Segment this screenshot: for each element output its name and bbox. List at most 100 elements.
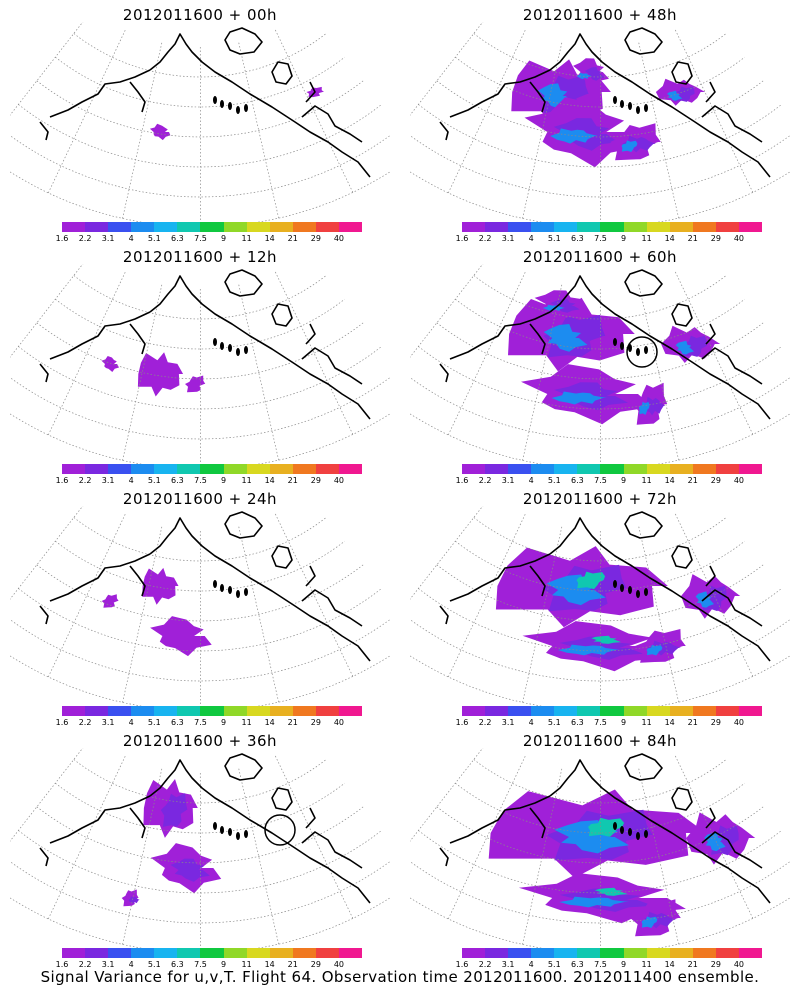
- latitude-line: [455, 56, 745, 108]
- polar-map: [410, 748, 790, 948]
- colorbar-swatch: [315, 948, 339, 958]
- island: [220, 342, 224, 350]
- colorbar-tick-label: 14: [264, 718, 275, 727]
- coastline-segment: [129, 81, 146, 113]
- colorbar-tick-label: 21: [687, 476, 698, 485]
- colorbar: [62, 464, 363, 474]
- colorbar-tick-label: 11: [641, 234, 652, 243]
- colorbar-swatch: [462, 948, 486, 958]
- panel-title: 2012011600 + 00h: [122, 6, 278, 24]
- latitude-line: [410, 897, 790, 948]
- colorbar-swatch: [223, 464, 247, 474]
- coastline-segment: [301, 105, 363, 143]
- colorbar: [462, 706, 763, 716]
- colorbar-swatch: [646, 706, 670, 716]
- variance-region: [170, 858, 210, 882]
- coastline: [39, 753, 371, 904]
- colorbar-swatch: [485, 464, 509, 474]
- coastline: [39, 27, 371, 178]
- island: [228, 586, 232, 594]
- colorbar-swatch: [246, 464, 270, 474]
- coastline-segment: [624, 269, 663, 297]
- coastline-segment: [305, 807, 316, 829]
- coastline-segment: [439, 121, 449, 141]
- colorbar-tick-label: 4: [528, 234, 534, 243]
- colorbar-swatch: [338, 464, 363, 474]
- colorbar-tick-label: 1.6: [55, 718, 69, 727]
- latitude-line: [18, 104, 382, 168]
- polar-map: [10, 506, 390, 706]
- latitude-line: [18, 830, 382, 894]
- longitude-line: [410, 748, 484, 842]
- colorbar-tick-label: 5.1: [147, 476, 161, 485]
- colorbar-swatch: [462, 222, 486, 232]
- colorbar: [462, 222, 763, 232]
- colorbar-tick-label: 4: [128, 234, 134, 243]
- colorbar-swatch: [131, 464, 155, 474]
- colorbar-tick-label: 29: [310, 718, 321, 727]
- variance-region: [550, 128, 598, 144]
- colorbar-tick-label: 7.5: [194, 718, 207, 727]
- colorbar-swatch: [669, 706, 693, 716]
- coastline-segment: [624, 511, 663, 539]
- island: [628, 828, 632, 836]
- colorbar-swatch: [669, 948, 693, 958]
- island: [244, 346, 248, 354]
- coastline-segment: [305, 323, 316, 345]
- latitude-line: [55, 56, 345, 108]
- coastline-segment: [129, 807, 146, 839]
- colorbar-tick-label: 5.1: [147, 718, 161, 727]
- colorbar: [62, 706, 363, 716]
- coastline-segment: [39, 847, 49, 867]
- coastline-segment: [149, 517, 371, 662]
- island: [244, 830, 248, 838]
- variance-region: [543, 324, 588, 352]
- colorbar-tick-label: 40: [733, 234, 745, 243]
- colorbar-tick-label: 5.1: [547, 960, 561, 969]
- island: [613, 822, 617, 830]
- colorbar-swatch: [600, 222, 624, 232]
- island: [220, 826, 224, 834]
- coastline-segment: [671, 303, 693, 327]
- colorbar-tick-label: 29: [710, 718, 721, 727]
- colorbar-tick-label: 2.2: [478, 476, 492, 485]
- longitude-line: [10, 506, 84, 600]
- latitude-line: [10, 171, 390, 222]
- colorbar-swatch: [577, 222, 601, 232]
- colorbar-tick-label: 21: [287, 960, 298, 969]
- colorbar-tick-label: 6.3: [571, 476, 584, 485]
- latitude-line: [18, 588, 382, 652]
- graticule: [10, 264, 390, 464]
- coastline-segment: [449, 795, 551, 844]
- panel-title: 2012011600 + 36h: [122, 732, 278, 750]
- coastline-segment: [129, 323, 146, 355]
- colorbar-tick-label: 5.1: [147, 234, 161, 243]
- coastline-segment: [224, 511, 263, 539]
- colorbar-swatch: [485, 706, 509, 716]
- coastline-segment: [529, 565, 546, 597]
- colorbar-tick-label: 2.2: [478, 234, 492, 243]
- colorbar-tick-label: 1.6: [55, 476, 69, 485]
- colorbar-tick-label: 14: [664, 718, 675, 727]
- coastline-segment: [149, 33, 371, 178]
- colorbar-swatch: [85, 464, 109, 474]
- colorbar-swatch: [246, 222, 270, 232]
- colorbar-swatch: [531, 948, 555, 958]
- island: [236, 106, 240, 114]
- colorbar-swatch: [315, 464, 339, 474]
- colorbar-tick-label: 3.1: [101, 234, 115, 243]
- island: [644, 104, 648, 112]
- colorbar-swatch: [246, 948, 270, 958]
- graticule: [10, 506, 390, 706]
- polar-map: [10, 22, 390, 222]
- colorbar-swatch: [338, 706, 363, 716]
- variance-field: [149, 86, 324, 141]
- variance-region: [576, 571, 606, 590]
- coastline-segment: [301, 347, 363, 385]
- coastline-segment: [305, 81, 316, 103]
- variance-region: [557, 644, 621, 656]
- latitude-line: [455, 298, 745, 350]
- variance-region: [160, 793, 188, 827]
- colorbar-tick-label: 21: [687, 718, 698, 727]
- panel-title: 2012011600 + 24h: [122, 490, 278, 508]
